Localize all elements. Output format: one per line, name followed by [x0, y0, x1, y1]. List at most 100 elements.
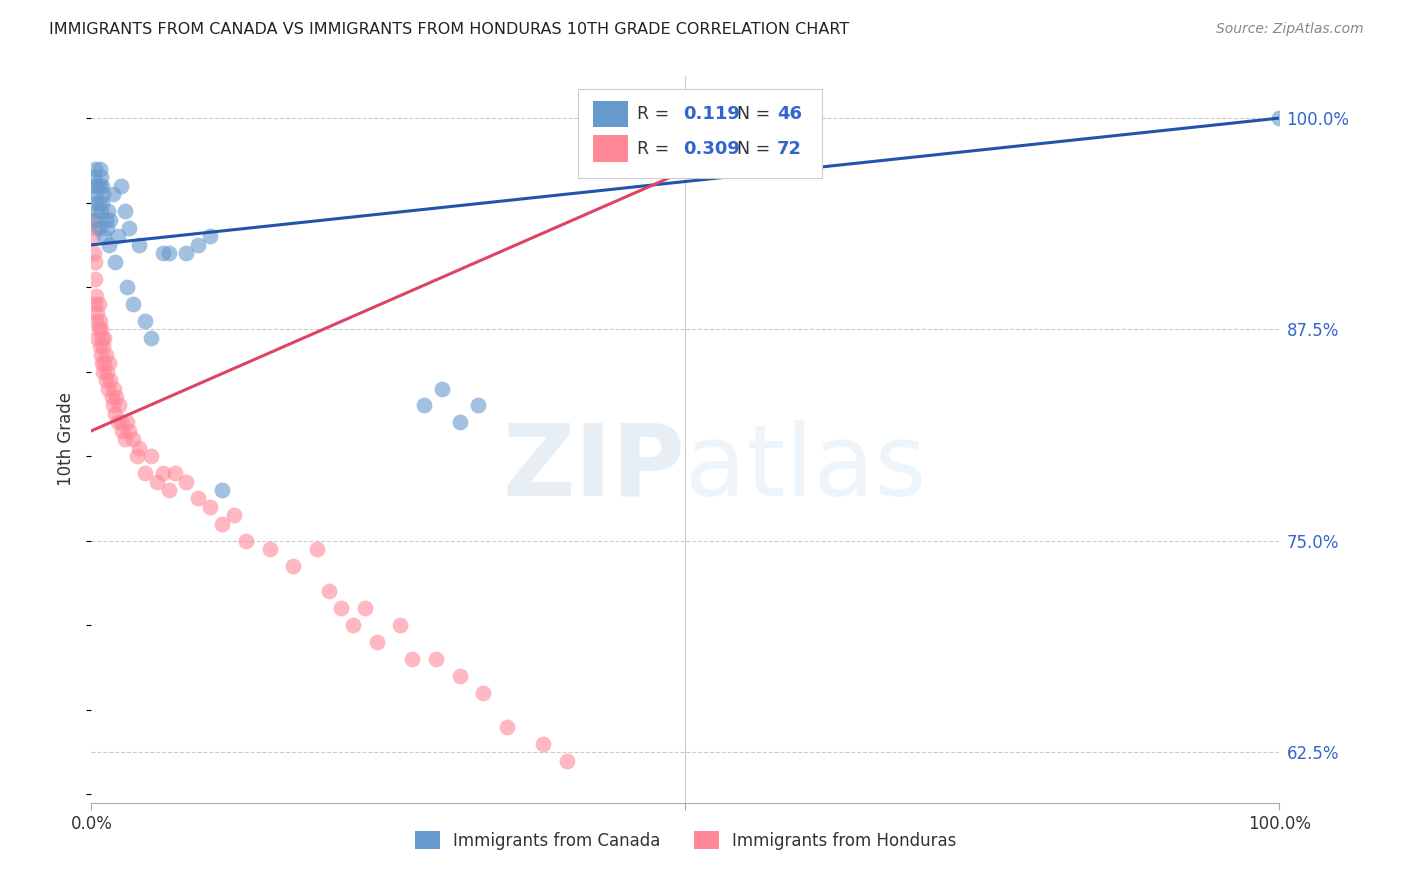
Text: 0.309: 0.309 [683, 139, 740, 158]
Point [1268, 111, 1291, 125]
Point [100, 212, 122, 227]
FancyBboxPatch shape [593, 136, 628, 161]
Point [353, 601, 375, 615]
Point [134, 314, 156, 328]
Point [307, 542, 329, 557]
Point [107, 399, 129, 413]
Point [96, 365, 118, 379]
Point [83, 221, 105, 235]
Point [472, 686, 495, 700]
Point [110, 178, 132, 193]
Point [496, 720, 519, 734]
Point [329, 601, 352, 615]
Text: R =: R = [637, 139, 675, 158]
Point [90, 204, 112, 219]
Point [128, 238, 150, 252]
Point [86, 204, 108, 219]
Point [89, 161, 111, 176]
Point [84, 161, 107, 176]
Point [366, 635, 388, 649]
Point [89, 314, 111, 328]
Point [84, 195, 107, 210]
Point [318, 584, 340, 599]
Point [90, 348, 112, 362]
Point [101, 399, 124, 413]
Point [91, 195, 114, 210]
Point [342, 618, 364, 632]
Point [84, 288, 107, 302]
Point [89, 178, 111, 193]
Point [152, 246, 174, 260]
Point [157, 246, 180, 260]
Point [555, 754, 578, 768]
Point [107, 229, 129, 244]
Point [139, 449, 162, 463]
Point [163, 466, 186, 480]
Point [91, 356, 114, 370]
Point [449, 416, 471, 430]
Point [118, 424, 141, 438]
Point [91, 187, 114, 202]
Point [104, 407, 127, 421]
Point [84, 314, 107, 328]
Point [100, 373, 122, 387]
Point [86, 178, 108, 193]
Text: N =: N = [725, 104, 776, 122]
Text: 72: 72 [778, 139, 801, 158]
Point [111, 424, 134, 438]
Text: N =: N = [725, 139, 776, 158]
Point [103, 382, 125, 396]
Point [84, 187, 107, 202]
Text: ZIP: ZIP [502, 420, 685, 516]
Point [98, 356, 121, 370]
Point [176, 246, 198, 260]
Point [100, 390, 122, 404]
Point [222, 508, 245, 523]
Point [84, 271, 107, 285]
Point [94, 373, 117, 387]
Point [87, 195, 110, 210]
Point [283, 559, 305, 574]
Point [531, 737, 554, 751]
Point [82, 178, 104, 193]
Point [91, 339, 114, 353]
Point [389, 618, 412, 632]
Text: IMMIGRANTS FROM CANADA VS IMMIGRANTS FROM HONDURAS 10TH GRADE CORRELATION CHART: IMMIGRANTS FROM CANADA VS IMMIGRANTS FRO… [49, 22, 849, 37]
Point [87, 297, 110, 311]
Point [235, 533, 257, 548]
Point [134, 466, 156, 480]
Point [87, 322, 110, 336]
Point [200, 500, 222, 514]
Point [97, 382, 120, 396]
Point [93, 331, 115, 345]
Point [98, 238, 121, 252]
Point [793, 161, 815, 176]
Point [84, 297, 107, 311]
Point [84, 212, 107, 227]
Point [413, 399, 436, 413]
Point [91, 178, 114, 193]
Point [139, 331, 162, 345]
Point [122, 297, 145, 311]
Text: 0.119: 0.119 [683, 104, 740, 122]
Point [122, 432, 145, 446]
Point [211, 516, 233, 531]
Text: atlas: atlas [685, 420, 927, 516]
Point [82, 229, 104, 244]
Point [114, 204, 136, 219]
Point [94, 212, 117, 227]
Point [128, 441, 150, 455]
Point [187, 238, 209, 252]
Point [425, 652, 447, 666]
Point [157, 483, 180, 497]
Point [105, 390, 128, 404]
Point [91, 365, 114, 379]
Point [101, 187, 124, 202]
Point [82, 212, 104, 227]
Point [83, 170, 105, 185]
FancyBboxPatch shape [593, 101, 628, 127]
Point [115, 280, 138, 294]
Point [152, 466, 174, 480]
Point [176, 475, 198, 489]
Point [90, 170, 112, 185]
